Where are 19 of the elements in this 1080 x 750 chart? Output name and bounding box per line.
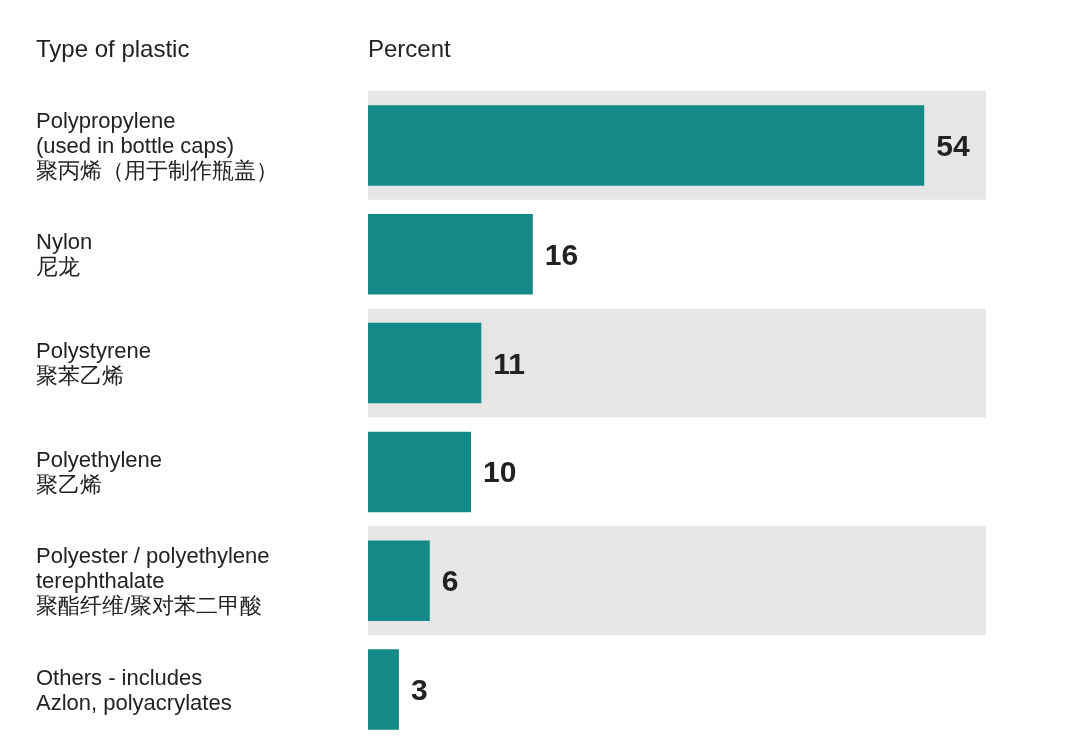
- y-axis-title: Type of plastic: [36, 34, 190, 62]
- bar: [368, 540, 430, 622]
- y-tick-label: Polyester / polyethylene terephthalate 聚酯纤维/聚对苯二甲酸: [36, 543, 270, 619]
- y-tick-label: Polystyrene 聚苯乙烯: [36, 338, 151, 389]
- data-label: 6: [441, 564, 459, 598]
- bar: [368, 649, 399, 730]
- bar: [368, 431, 471, 513]
- data-label: 3: [410, 673, 428, 707]
- bar: [368, 213, 533, 295]
- y-tick-label: Nylon 尼龙: [36, 229, 93, 280]
- y-tick-label: Polypropylene (used in bottle caps) 聚丙烯（用于制作瓶盖）: [36, 107, 278, 183]
- y-tick-label: Polyethylene 聚乙烯: [36, 446, 162, 497]
- y-tick-label: Others - includes Azlon, polyacrylates: [36, 664, 232, 715]
- data-label: 11: [493, 346, 526, 380]
- bar: [368, 322, 482, 404]
- x-axis-title: Percent: [368, 34, 452, 62]
- data-label: 54: [936, 128, 970, 162]
- data-label: 16: [544, 237, 579, 271]
- data-label: 10: [483, 455, 517, 489]
